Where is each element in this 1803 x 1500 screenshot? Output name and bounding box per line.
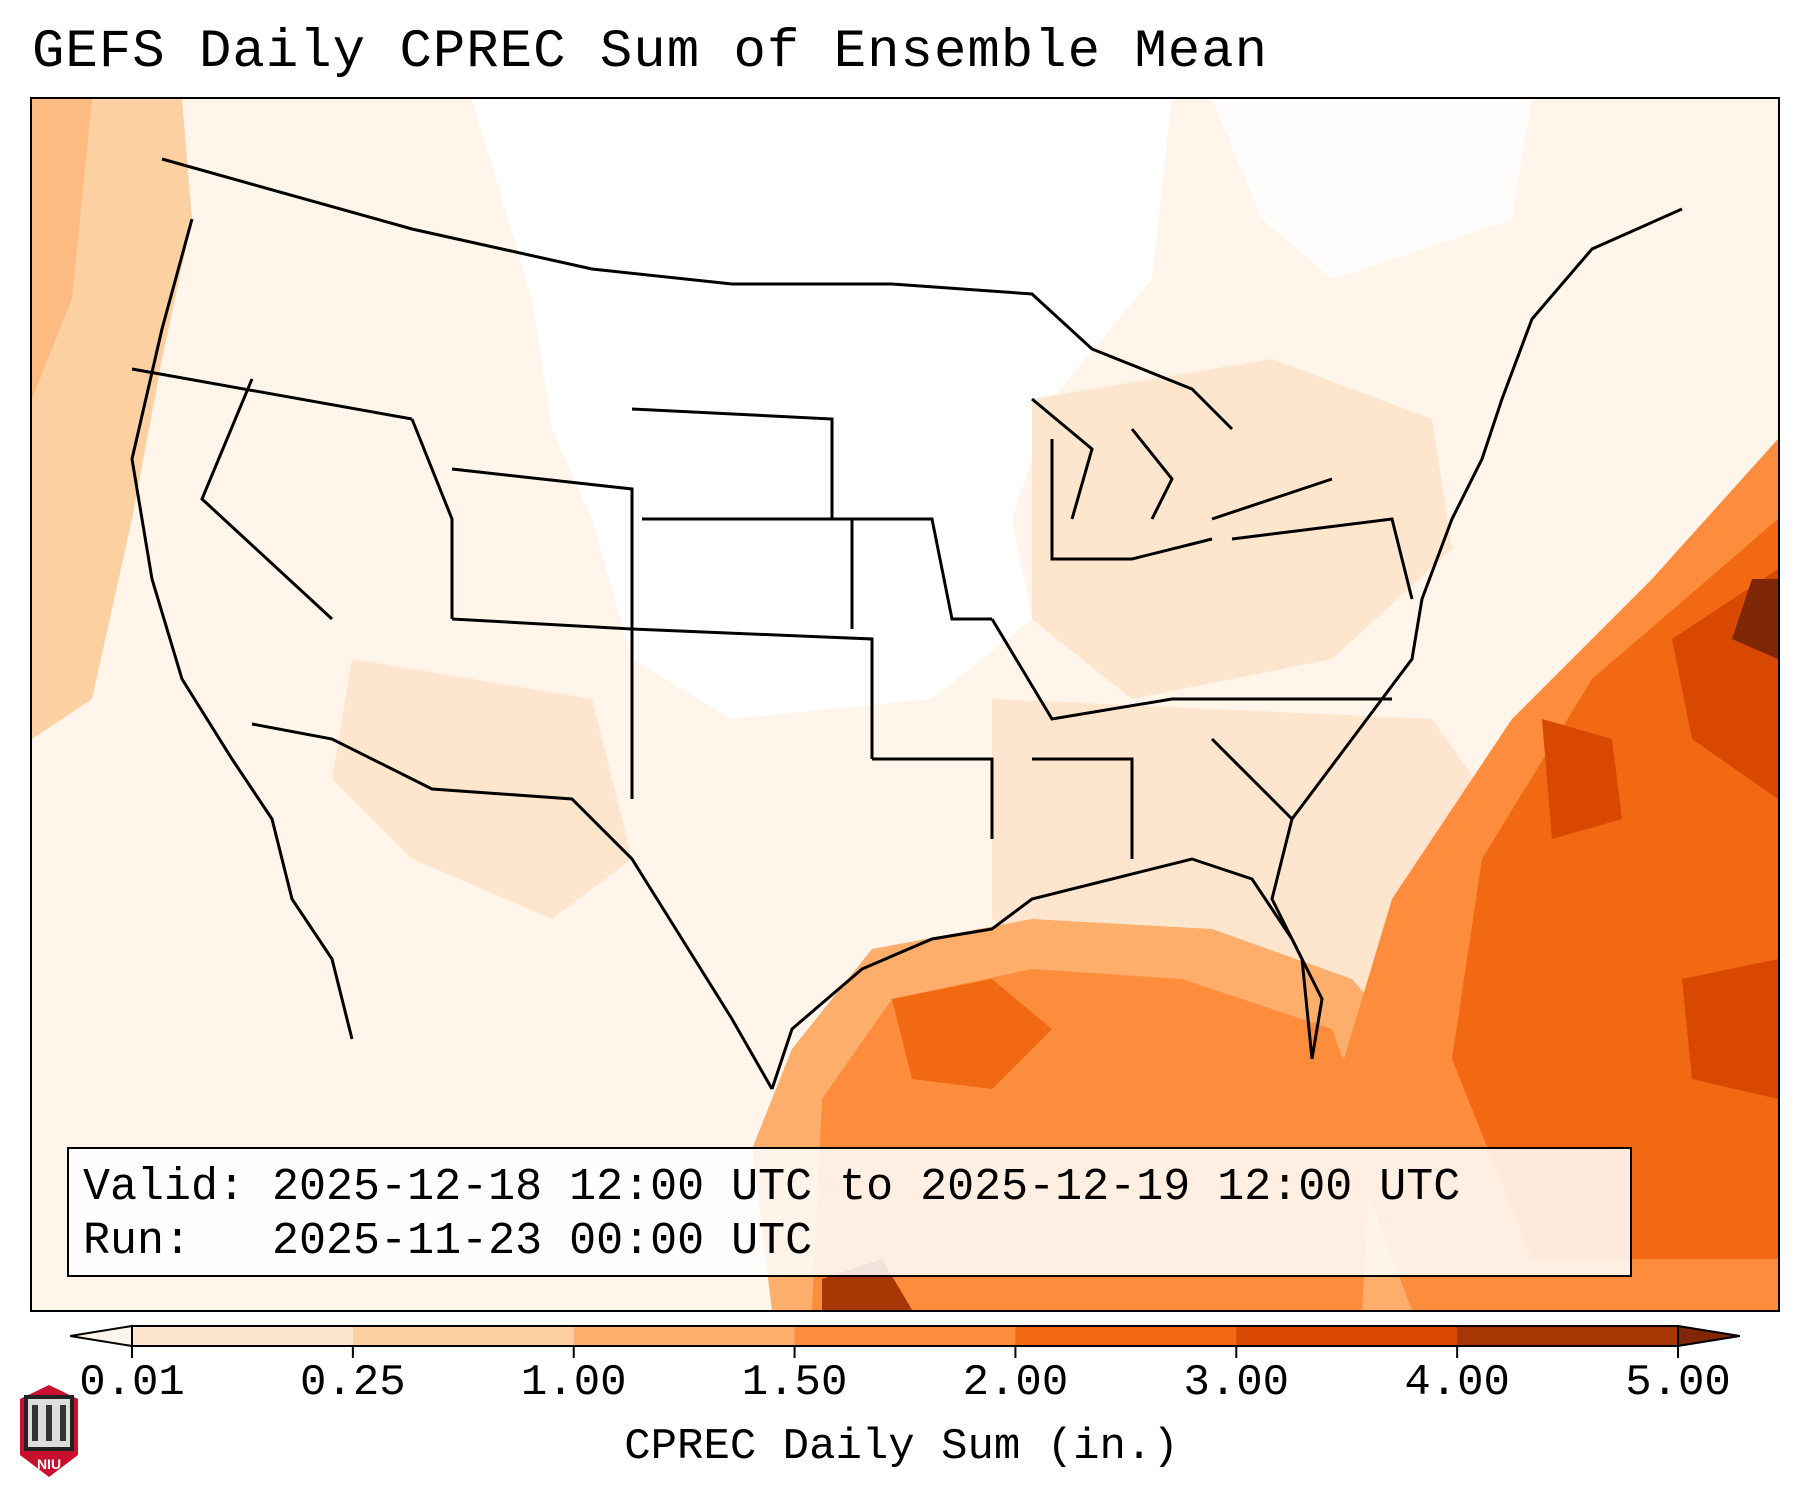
precip-gulf-core	[892, 979, 1052, 1089]
state-line	[410, 418, 454, 619]
colorbar-segment	[573, 1326, 796, 1346]
colorbar-segment	[794, 1326, 1016, 1346]
colorbar-segment	[132, 1326, 354, 1346]
state-line	[200, 378, 334, 621]
precip-great-lakes	[1032, 359, 1452, 699]
us-mexico-border	[251, 722, 774, 1090]
state-line	[631, 627, 874, 759]
lake-huron	[1130, 428, 1174, 520]
colorbar-extend-high	[1677, 1324, 1740, 1348]
colorbar-tick-label: 1.00	[520, 1358, 627, 1408]
state-line	[990, 618, 1392, 721]
colorbar-segment	[1236, 1326, 1458, 1346]
colorbar-segment	[1015, 1326, 1237, 1346]
state-line	[631, 407, 834, 519]
state-line	[1231, 517, 1414, 600]
colorbar-tick-label: 4.00	[1404, 1358, 1510, 1408]
precip-southwest	[332, 659, 632, 919]
state-line	[451, 467, 634, 629]
niu-logo: NIU	[20, 1385, 78, 1477]
dry-area-plains	[472, 99, 1172, 719]
logo-text: NIU	[37, 1456, 61, 1472]
colorbar-extend-low	[70, 1324, 133, 1348]
atlantic-coast	[1270, 207, 1683, 1060]
colorbar-segment	[352, 1326, 575, 1346]
valid-row: Valid: 2025-12-18 12:00 UTC to 2025-12-1…	[83, 1161, 1616, 1215]
precip-atlantic-peak	[1732, 579, 1778, 659]
state-line	[872, 757, 994, 839]
colorbar-tick-label: 1.50	[741, 1358, 848, 1408]
state-line	[852, 517, 992, 621]
state-line	[451, 617, 634, 799]
colorbar-label: CPREC Daily Sum (in.)	[624, 1422, 1179, 1472]
state-line	[1210, 737, 1294, 821]
state-line	[1032, 757, 1134, 859]
colorbar-tick-label: 0.25	[300, 1358, 406, 1408]
colorbar-outline	[131, 1325, 1679, 1347]
valid-label: Valid:	[83, 1162, 246, 1213]
colorbar-tick-labels: 0.01 0.25 1.00 1.50 2.00 3.00 4.00 5.00	[0, 1358, 1803, 1418]
state-line	[131, 367, 413, 421]
colorbar-tick-label: 5.00	[1625, 1358, 1731, 1408]
colorbar-segment	[1457, 1326, 1679, 1346]
state-line	[1050, 439, 1213, 561]
us-canada-border	[161, 157, 1234, 431]
map-canvas	[32, 99, 1778, 1310]
colorbar-tick-label: 0.01	[79, 1358, 185, 1408]
colorbar-tick-label: 3.00	[1183, 1358, 1290, 1408]
map-borders	[130, 157, 1683, 1090]
valid-run-info-box: Valid: 2025-12-18 12:00 UTC to 2025-12-1…	[67, 1147, 1632, 1277]
map-title: GEFS Daily CPREC Sum of Ensemble Mean	[32, 22, 1268, 83]
valid-value: 2025-12-18 12:00 UTC to 2025-12-19 12:00…	[272, 1162, 1461, 1213]
west-coast	[130, 218, 354, 1040]
precip-atlantic-core-3	[1682, 959, 1778, 1099]
colorbar-tick-label: 2.00	[962, 1358, 1069, 1408]
run-label: Run:	[83, 1216, 192, 1267]
colorbar	[70, 1324, 1740, 1358]
precipitation-map	[30, 97, 1780, 1312]
lake-erie	[1211, 477, 1333, 521]
precip-atlantic-core-2	[1542, 719, 1622, 839]
dry-area-quebec	[1212, 99, 1532, 279]
run-row: Run: 2025-11-23 00:00 UTC	[83, 1215, 1616, 1269]
lake-michigan	[1031, 397, 1094, 520]
run-value: 2025-11-23 00:00 UTC	[272, 1216, 813, 1267]
precip-pacific-core	[32, 99, 92, 399]
